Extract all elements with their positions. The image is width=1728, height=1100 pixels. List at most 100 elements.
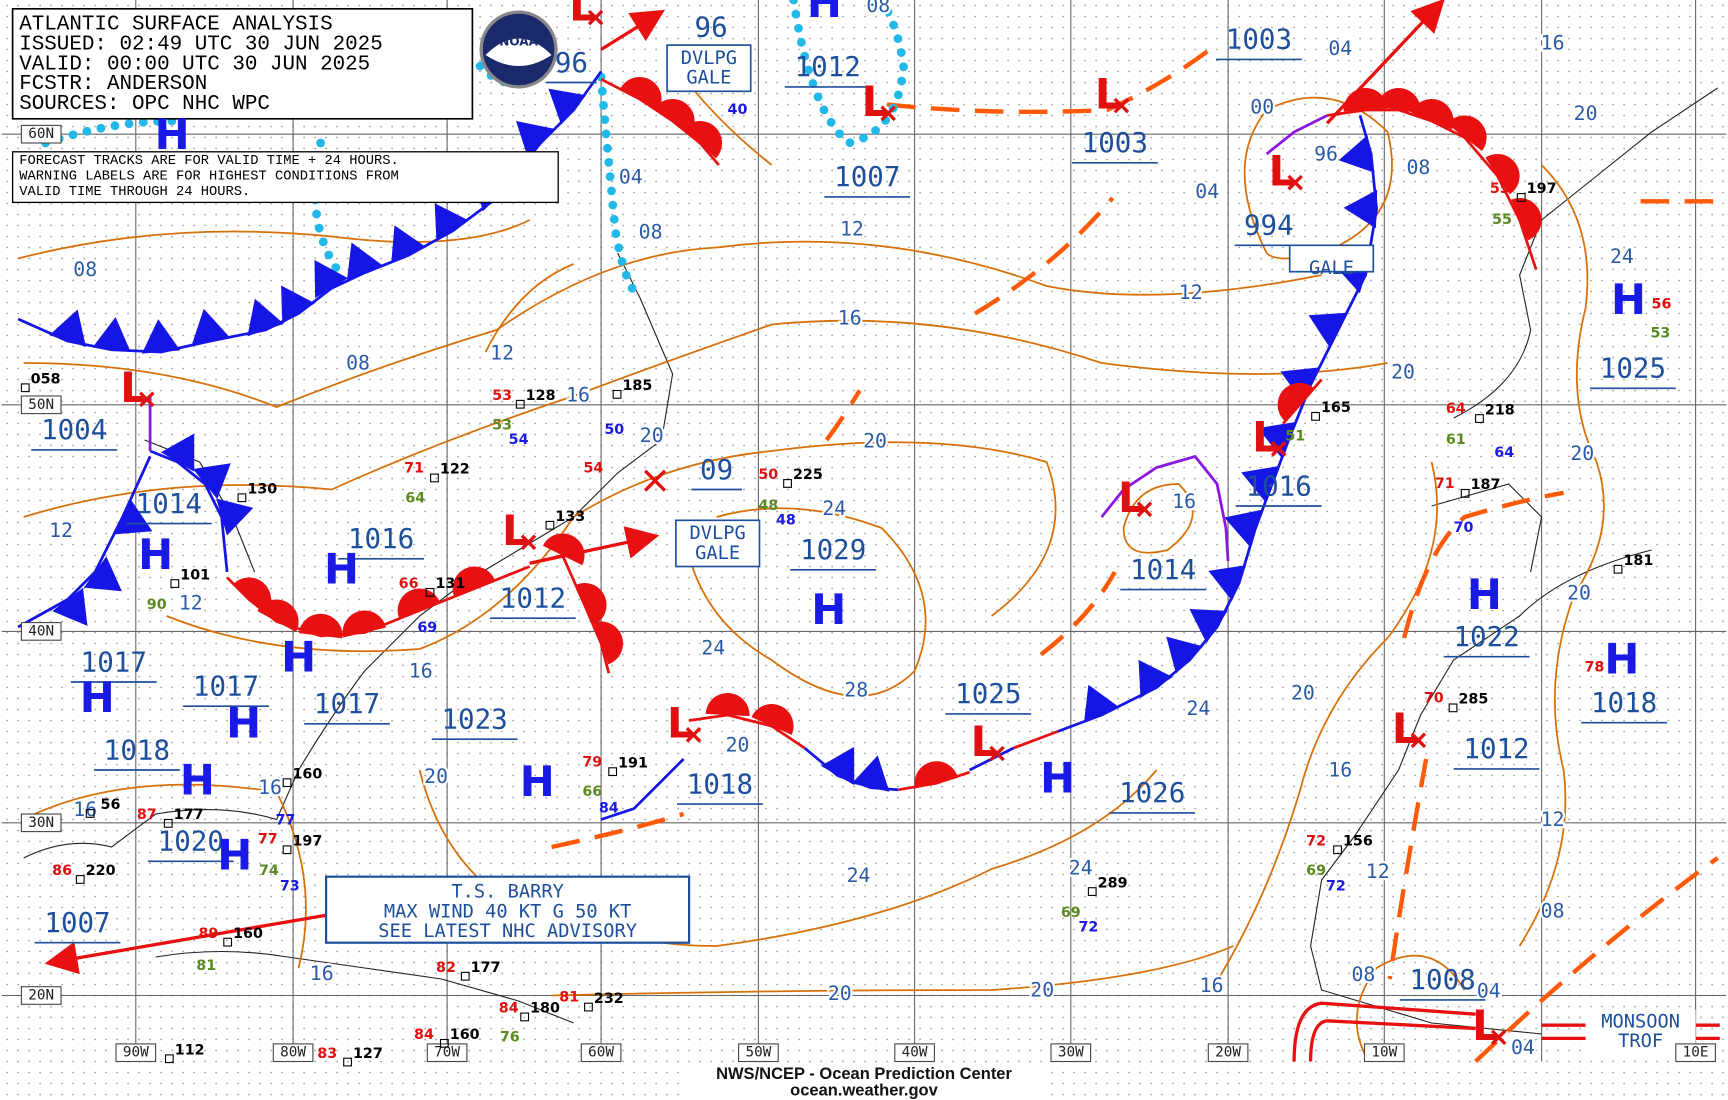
pressure-label: 1003: [1082, 127, 1148, 159]
wind-label: 54: [583, 461, 603, 477]
isobar-label: 28: [844, 678, 868, 701]
isobar-label: 20: [424, 765, 448, 788]
station-pressure: 156: [1343, 833, 1373, 849]
isobar-label: 16: [1328, 759, 1352, 782]
wind-label: 70: [1454, 520, 1474, 536]
lat-label: 60N: [28, 126, 54, 142]
station-pressure: 180: [530, 1001, 560, 1017]
footer-bg: [683, 1064, 1047, 1100]
lon-label: 40W: [902, 1045, 928, 1061]
wind-label: 50: [604, 422, 624, 438]
high-center: H: [155, 110, 190, 159]
isobar-label: 20: [828, 982, 852, 1005]
station-marker: [608, 767, 618, 777]
isobar-label: 96: [1314, 143, 1338, 166]
pressure-label: 1014: [136, 488, 202, 520]
station-marker: [1460, 488, 1470, 498]
logo-text: NOAA: [499, 34, 538, 48]
low-x: [685, 727, 702, 743]
wind-label: 53: [1650, 325, 1670, 341]
lon-label-box: [272, 1043, 314, 1063]
wind-label: 64: [1494, 445, 1514, 461]
station-pressure: 185: [622, 378, 652, 394]
low-x: [1410, 732, 1427, 749]
station-marker: [223, 937, 233, 947]
high-center: H: [138, 530, 173, 579]
wind-label: 64: [405, 490, 425, 506]
lon-label-box: [426, 1043, 468, 1063]
station-pressure: 160: [292, 766, 322, 782]
wind-label: 81: [196, 958, 216, 974]
station-marker: [425, 587, 435, 597]
lat-label: 40N: [28, 623, 54, 639]
station-marker: [1475, 414, 1484, 423]
isobar-label: 16: [566, 384, 590, 407]
pressure-label: 1012: [795, 51, 861, 83]
storm-line: SEE LATEST NHC ADVISORY: [378, 921, 637, 942]
station-marker: [282, 778, 292, 788]
pressure-label: 1012: [500, 582, 566, 614]
high-center: H: [217, 831, 252, 880]
isobar-label: 24: [822, 497, 846, 520]
wind-label: 74: [259, 863, 279, 879]
wind-label: 81: [559, 990, 579, 1006]
pressure-label: 09: [700, 454, 733, 486]
warning-label: GALE: [686, 68, 731, 89]
lon-label-box: [580, 1043, 622, 1063]
wind-label: 51: [1285, 429, 1305, 445]
high-center: H: [811, 585, 846, 634]
isobar-label: 12: [1179, 281, 1203, 304]
station-marker: [545, 520, 555, 530]
notice-line: WARNING LABELS ARE FOR HIGHEST CONDITION…: [19, 170, 399, 185]
station-marker: [1311, 411, 1320, 421]
lon-label: 60W: [588, 1045, 614, 1061]
low-x: [1287, 174, 1303, 191]
station-marker: [1087, 887, 1097, 896]
station-marker: [783, 479, 792, 488]
warning-label: GALE: [1309, 258, 1354, 279]
isobar-label: 08: [639, 221, 663, 244]
pressure-label: 1023: [441, 703, 507, 735]
storm-line: MAX WIND 40 KT G 50 KT: [384, 901, 632, 922]
pressure-label: 1004: [41, 414, 107, 446]
footer-line: NWS/NCEP - Ocean Prediction Center: [716, 1065, 1012, 1083]
isobar-label: 12: [1541, 808, 1565, 831]
pressure-label: 1026: [1119, 777, 1185, 809]
station-pressure: 232: [594, 991, 624, 1007]
station-pressure: 197: [1527, 181, 1557, 197]
low-x: [1113, 97, 1130, 114]
station-pressure: 112: [175, 1043, 205, 1059]
isobar-label: 08: [346, 352, 370, 375]
pressure-label: 1012: [1463, 733, 1529, 765]
station-marker: [164, 1054, 174, 1064]
wind-label: 84: [599, 800, 619, 816]
low-x: [1136, 501, 1153, 518]
wind-label: 71: [404, 461, 424, 477]
low-x: [880, 105, 896, 122]
lat-label-box: [20, 395, 62, 415]
high-center: H: [180, 756, 215, 805]
isobar-label: 24: [1186, 697, 1210, 720]
lon-label-box: [1050, 1043, 1092, 1063]
station-marker: [430, 473, 439, 483]
low-x: [1270, 441, 1287, 457]
wind-label: 71: [1435, 476, 1455, 492]
lon-label: 30W: [1058, 1045, 1084, 1061]
wind-label: 54: [509, 432, 529, 448]
isobar-label: 20: [1574, 102, 1598, 125]
pressure-label: 1018: [1591, 687, 1657, 719]
isobar-label: 16: [73, 798, 97, 821]
station-marker: [85, 809, 95, 818]
station-marker: [439, 1038, 449, 1048]
station-pressure: 181: [1623, 553, 1653, 569]
wind-label: 84: [499, 1001, 519, 1017]
pressure-label: 1007: [44, 907, 110, 939]
pressure-label: 1029: [800, 534, 866, 566]
lon-label: 10E: [1683, 1045, 1709, 1061]
isobar-label: 24: [701, 637, 725, 660]
high-center: H: [1467, 570, 1502, 619]
station-pressure: 225: [793, 467, 823, 483]
wind-label: 66: [399, 576, 419, 592]
pressure-label: 1008: [1409, 964, 1475, 996]
